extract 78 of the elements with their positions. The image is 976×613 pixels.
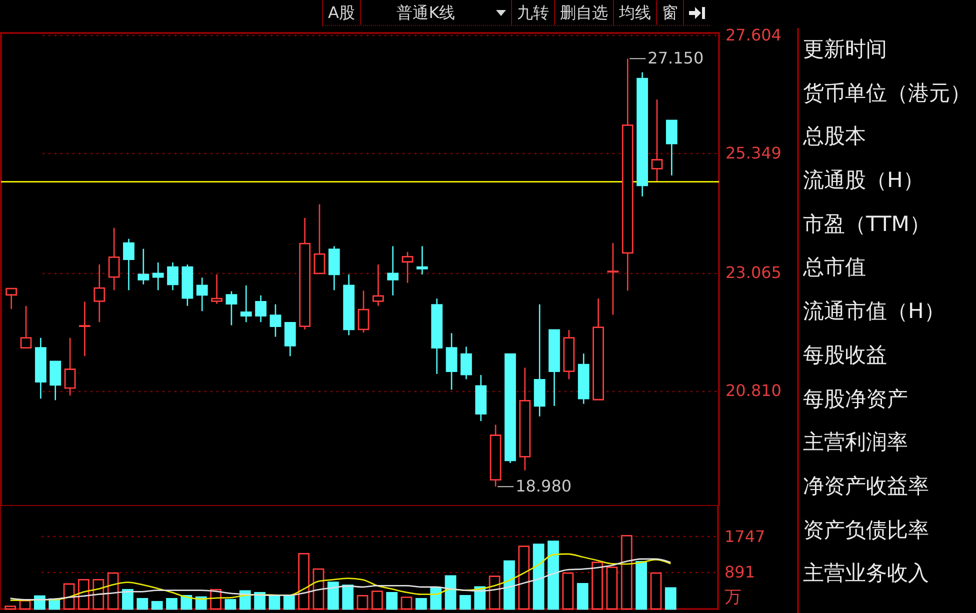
candlestick <box>255 294 266 323</box>
text: 均线 <box>612 0 656 25</box>
text: 窗 <box>656 0 683 25</box>
bar <box>636 561 648 610</box>
candlestick <box>138 248 150 286</box>
text: 每股净资产 <box>803 386 909 412</box>
text: 市盈（TTM） <box>803 210 932 238</box>
y-tick-label: 20.810 <box>726 381 782 400</box>
candlestick <box>607 242 619 316</box>
candlestick <box>196 276 208 312</box>
text: 总股本 <box>803 123 867 150</box>
candlestick <box>270 304 282 338</box>
bar <box>151 600 163 610</box>
bar <box>283 596 295 610</box>
bar <box>386 592 398 610</box>
bar <box>342 584 354 610</box>
y-tick-label: 27.604 <box>726 25 782 44</box>
text: 更新时间 <box>803 36 888 63</box>
bar <box>416 598 427 610</box>
y-tick-label: 25.349 <box>726 143 782 162</box>
bar <box>136 598 148 610</box>
candlestick <box>211 274 222 304</box>
bar <box>327 582 339 610</box>
text: 主营业务收入 <box>803 560 930 588</box>
candlestick <box>123 238 134 291</box>
candlestick <box>314 204 326 274</box>
y-tick-label: 1747 <box>724 526 766 546</box>
bar <box>504 560 515 610</box>
candlestick <box>226 290 238 326</box>
text: 每股收益 <box>803 342 888 369</box>
candlestick <box>50 360 62 401</box>
text: 流通股（H） <box>803 167 925 194</box>
text: 资产负债比率 <box>803 516 930 544</box>
bar <box>460 594 471 610</box>
candlestick <box>372 264 384 307</box>
bar <box>576 582 588 610</box>
candlestick <box>402 251 414 284</box>
bar <box>664 587 676 610</box>
candlestick <box>416 246 428 276</box>
text: 删自选 <box>554 0 613 25</box>
candlestick <box>108 227 120 291</box>
text: A股 <box>322 0 360 25</box>
candlestick <box>79 301 90 357</box>
annotation: 27.150 <box>648 48 704 68</box>
candlestick <box>446 332 458 390</box>
y-axis-title: 万 <box>724 588 742 608</box>
bar <box>444 575 456 610</box>
candlestick <box>94 264 106 323</box>
candlestick <box>240 284 252 323</box>
text: 流通市值（H） <box>803 298 946 326</box>
candlestick <box>387 246 399 296</box>
text: 主营利润率 <box>803 429 909 456</box>
bar <box>166 598 178 610</box>
bar <box>548 540 559 610</box>
bar <box>268 594 280 610</box>
bar <box>532 544 544 610</box>
y-tick-label: 891 <box>724 562 756 582</box>
candlestick <box>20 305 32 349</box>
annotation: 18.980 <box>516 476 572 496</box>
bar <box>180 594 192 610</box>
candlestick <box>358 290 370 334</box>
candlestick <box>460 346 472 380</box>
bar <box>224 598 236 610</box>
candlestick <box>666 120 678 176</box>
bar <box>430 587 442 610</box>
text: 九转 <box>510 0 554 25</box>
candlestick <box>167 262 178 291</box>
text: 普通K线 <box>360 0 491 25</box>
candlestick <box>284 322 296 357</box>
candlestick <box>152 262 164 291</box>
text: 净资产收益率 <box>803 472 930 500</box>
text: 货币单位（港元） <box>803 80 971 107</box>
y-tick-label: 23.065 <box>726 263 782 282</box>
bar <box>122 588 134 610</box>
candlestick <box>6 287 18 310</box>
candlestick <box>64 337 76 396</box>
candlestick <box>651 98 663 182</box>
text: 总市值 <box>803 254 867 282</box>
